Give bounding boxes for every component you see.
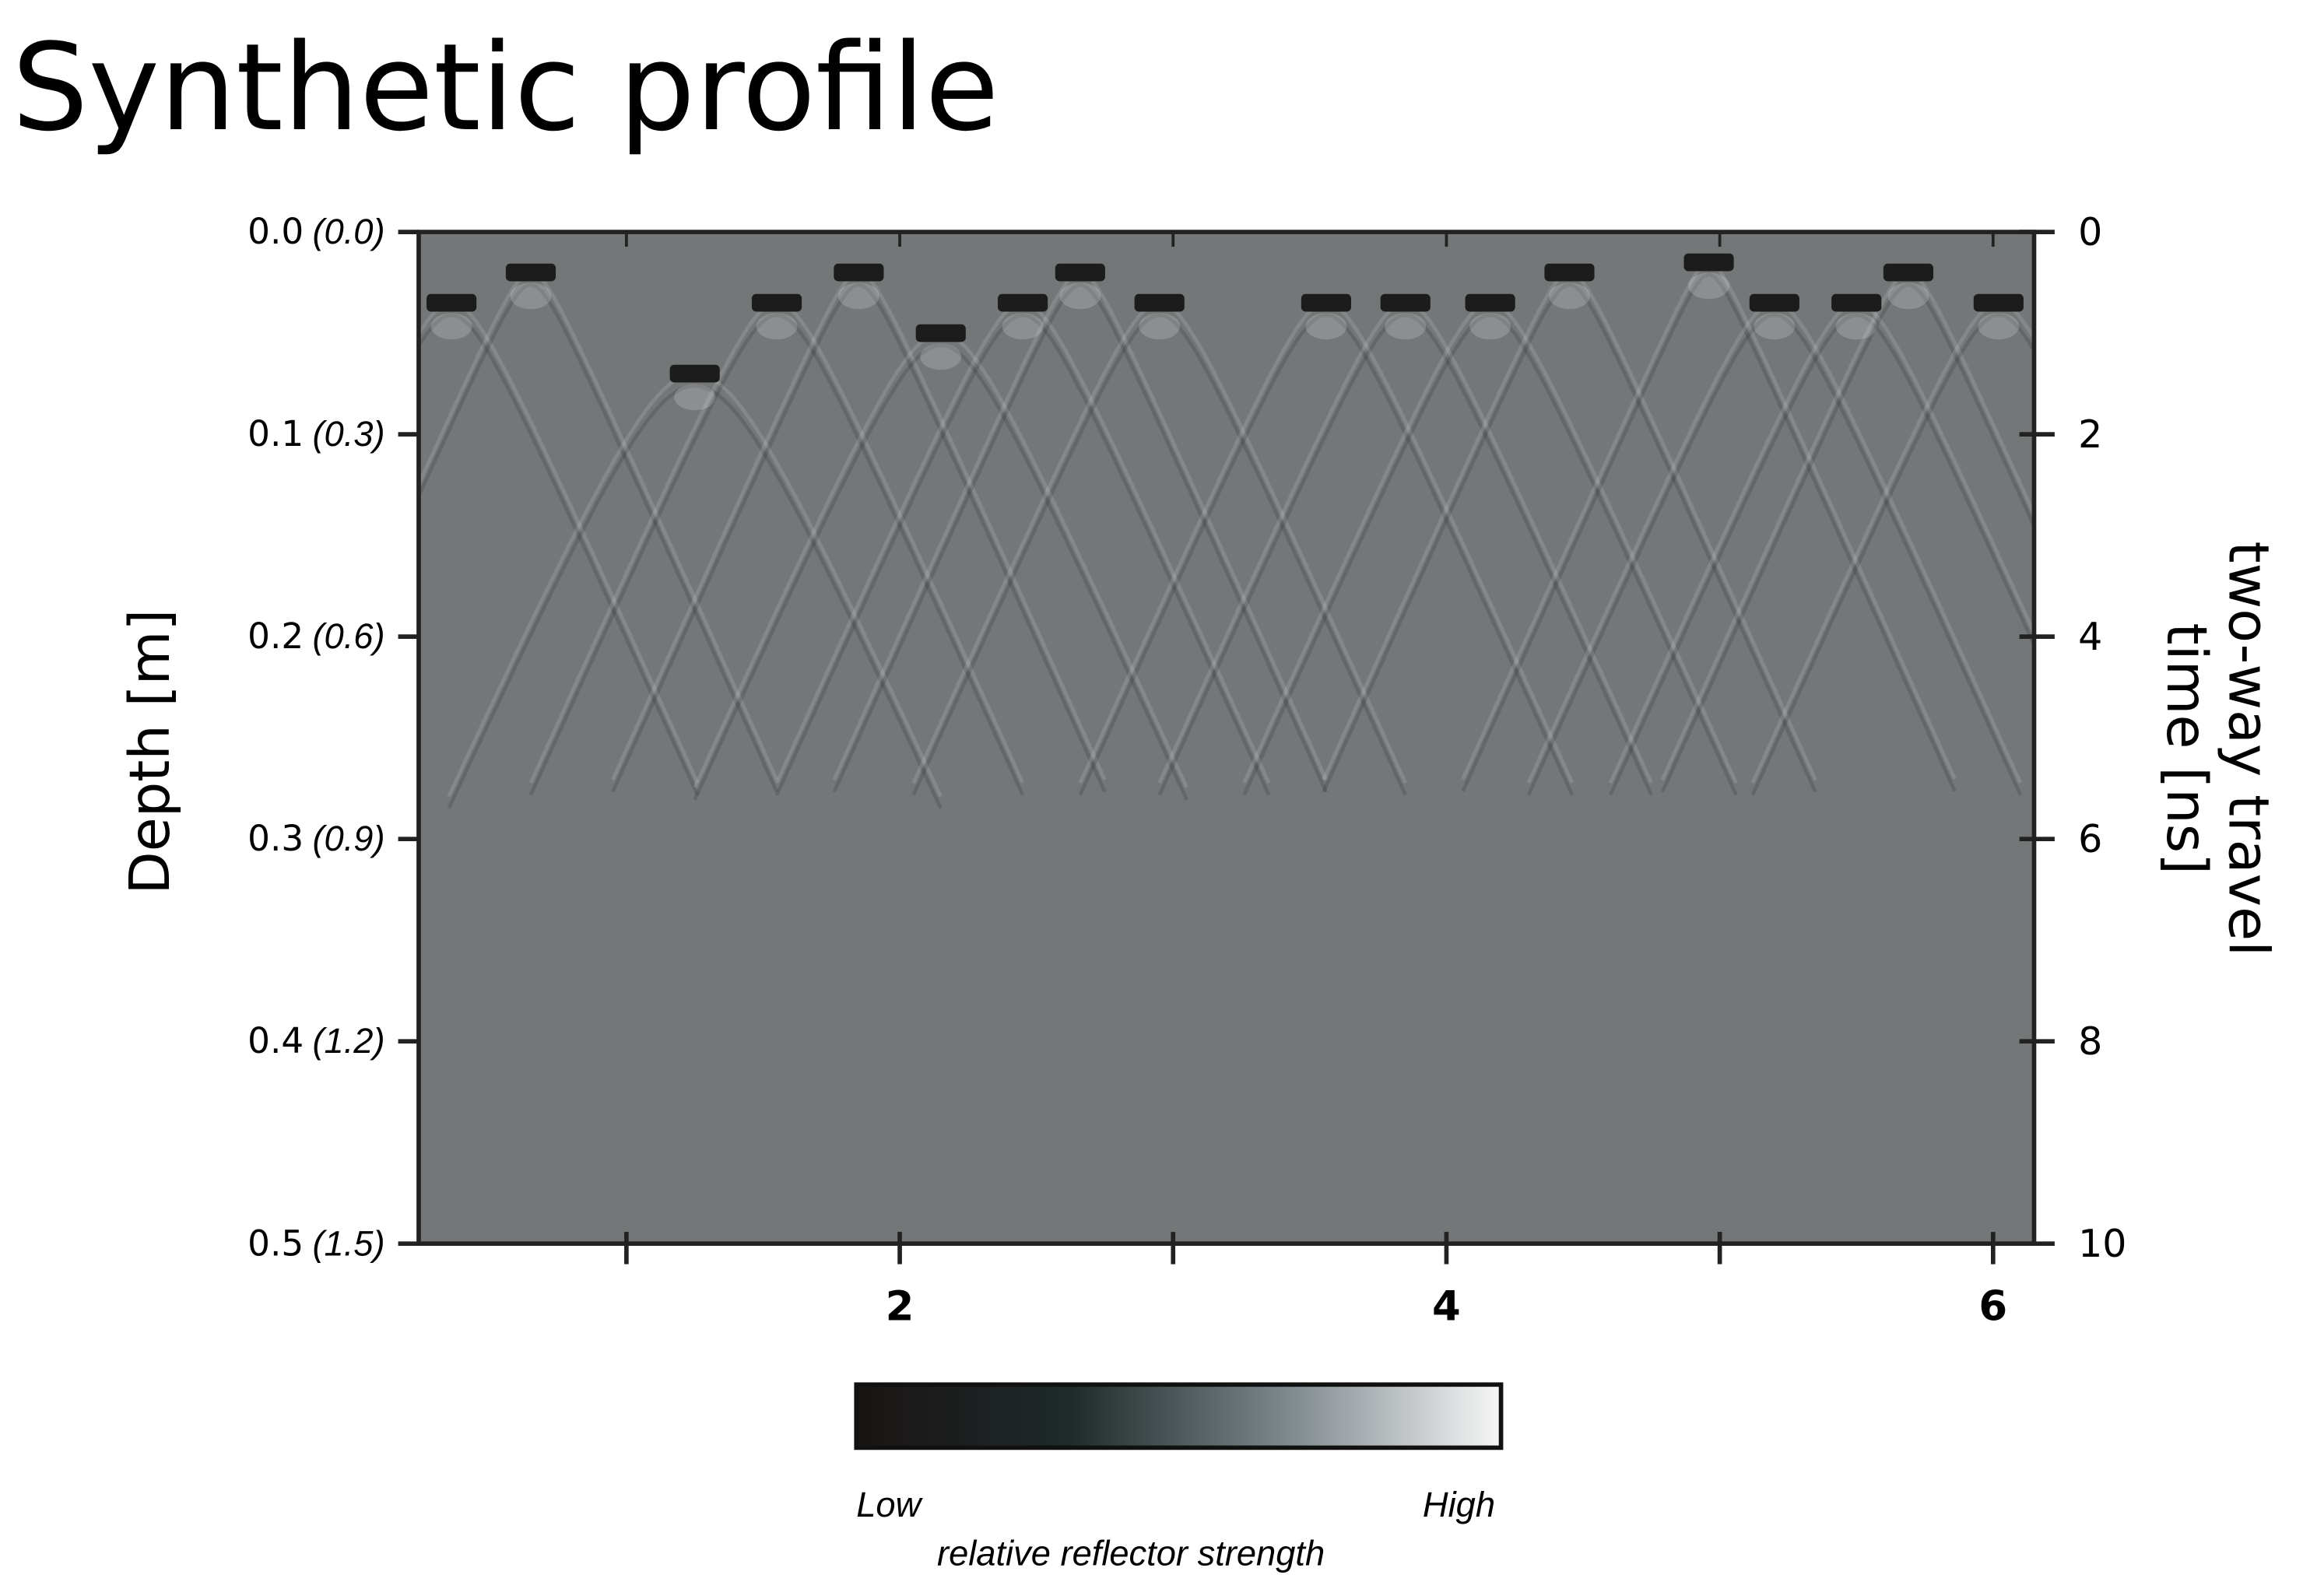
plot-frame — [416, 230, 2037, 1246]
y-tick-label-alt: (1.5) — [312, 1223, 384, 1263]
reflector-halo — [1978, 313, 2020, 340]
diffraction-hyperbola — [1660, 282, 2034, 793]
y-tick-label: 0.2 (0.6) — [248, 616, 384, 657]
reflector-halo — [1469, 313, 1511, 340]
y-tick-label: 0.0 (0.0) — [248, 211, 384, 252]
reflector — [1544, 263, 1595, 282]
y-tick-label-main: 0.5 — [248, 1222, 304, 1264]
reflector-halo — [1688, 272, 1729, 300]
reflector — [751, 293, 802, 312]
reflector — [669, 364, 720, 383]
reflector-halo — [756, 313, 798, 340]
reflector — [1380, 293, 1431, 312]
diffraction-hyperbola — [528, 313, 1025, 796]
reflector — [1973, 293, 2024, 312]
y-tick-label-main: 0.2 — [248, 616, 304, 657]
diffraction-hyperbola — [1242, 313, 1738, 796]
y-axis-label: Depth [m] — [117, 609, 182, 895]
diffraction-hyperbola — [447, 384, 943, 809]
reflector — [915, 324, 966, 342]
reflector — [1883, 263, 1934, 282]
y-tick-label-alt: (0.3) — [312, 414, 384, 454]
reflector-halo — [430, 313, 472, 340]
y-tick-label-alt: (0.0) — [312, 212, 384, 251]
reflector-halo — [837, 282, 879, 310]
reflector-halo — [1059, 282, 1101, 310]
y-tick-label-alt: (0.9) — [312, 819, 384, 858]
reflector — [1055, 263, 1105, 282]
diffraction-hyperbola — [1461, 272, 1957, 792]
diffraction-hyperbola — [1608, 313, 2034, 796]
y2-tick-label: 10 — [2078, 1221, 2126, 1266]
y-tick-label-main: 0.1 — [248, 413, 304, 454]
diffraction-hyperbola — [1322, 282, 1817, 793]
reflector — [998, 293, 1048, 312]
reflector-halo — [1139, 313, 1181, 340]
y-tick-label: 0.5 (1.5) — [248, 1222, 384, 1264]
diffraction-hyperbola — [693, 343, 1188, 801]
x-tick-label: 6 — [1978, 1282, 2007, 1330]
y-tick-label-main: 0.0 — [248, 211, 304, 252]
diffraction-hyperbola — [418, 282, 779, 793]
reflector — [1465, 293, 1515, 312]
colorbar-low-label: Low — [856, 1485, 923, 1524]
reflector — [1301, 293, 1351, 312]
diffraction-hyperbola — [774, 313, 1271, 796]
y-tick-label: 0.3 (0.9) — [248, 818, 384, 859]
x-tick-label: 2 — [886, 1282, 915, 1330]
reflector-halo — [1549, 282, 1590, 310]
reflector — [427, 293, 477, 312]
colorbar-high-label: High — [1423, 1485, 1495, 1524]
reflector-halo — [1887, 282, 1929, 310]
reflector — [1683, 253, 1734, 272]
diffraction-hyperbola — [1078, 313, 1575, 796]
reflector-halo — [1385, 313, 1427, 340]
y-tick-label: 0.4 (1.2) — [248, 1020, 384, 1061]
reflector — [505, 263, 556, 282]
diffraction-hyperbola — [1750, 313, 2034, 796]
reflector — [1749, 293, 1799, 312]
reflector — [834, 263, 884, 282]
reflector-halo — [1835, 313, 1877, 340]
diffraction-hyperbola — [832, 282, 1328, 793]
reflector-halo — [1754, 313, 1796, 340]
plot-area — [418, 232, 2034, 1244]
diffraction-hyperbola — [1526, 313, 2023, 796]
y2-axis-label: time [ns] — [2154, 623, 2220, 875]
diffraction-hyperbola — [911, 313, 1407, 796]
y2-tick-label: 8 — [2078, 1019, 2102, 1064]
reflector-halo — [1305, 313, 1347, 340]
reflector-halo — [1002, 313, 1044, 340]
y-tick-label-main: 0.4 — [248, 1020, 304, 1061]
y2-tick-label: 6 — [2078, 816, 2102, 861]
plot-content — [418, 253, 2034, 809]
chart-title: Synthetic profile — [12, 18, 999, 158]
colorbar-title: relative reflector strength — [937, 1533, 1325, 1573]
y-tick-label: 0.1 (0.3) — [248, 413, 384, 454]
reflector-halo — [674, 384, 716, 411]
diffraction-hyperbola — [1157, 313, 1653, 796]
reflector — [1831, 293, 1882, 312]
y-tick-label-main: 0.3 — [248, 818, 304, 859]
diffraction-hyperbola — [418, 313, 700, 796]
axes: 0.0 (0.0) 0.1 (0.3) 0.2 (0.6) 0.3 (0.9) 0.4 (1.2)… — [248, 209, 2126, 1330]
x-tick-label: 4 — [1432, 1282, 1461, 1330]
reflector-halo — [510, 282, 552, 310]
reflector-halo — [920, 343, 962, 370]
y2-tick-label: 2 — [2078, 412, 2102, 457]
diffraction-hyperbola — [611, 282, 1107, 793]
y2-axis-label: two-way travel — [2216, 542, 2281, 957]
y-tick-label-alt: (0.6) — [312, 616, 384, 656]
colorbar — [854, 1382, 1504, 1450]
y-tick-label-alt: (1.2) — [312, 1021, 384, 1061]
reflector — [1134, 293, 1185, 312]
y2-tick-label: 4 — [2078, 614, 2102, 659]
y2-tick-label: 0 — [2078, 209, 2102, 254]
